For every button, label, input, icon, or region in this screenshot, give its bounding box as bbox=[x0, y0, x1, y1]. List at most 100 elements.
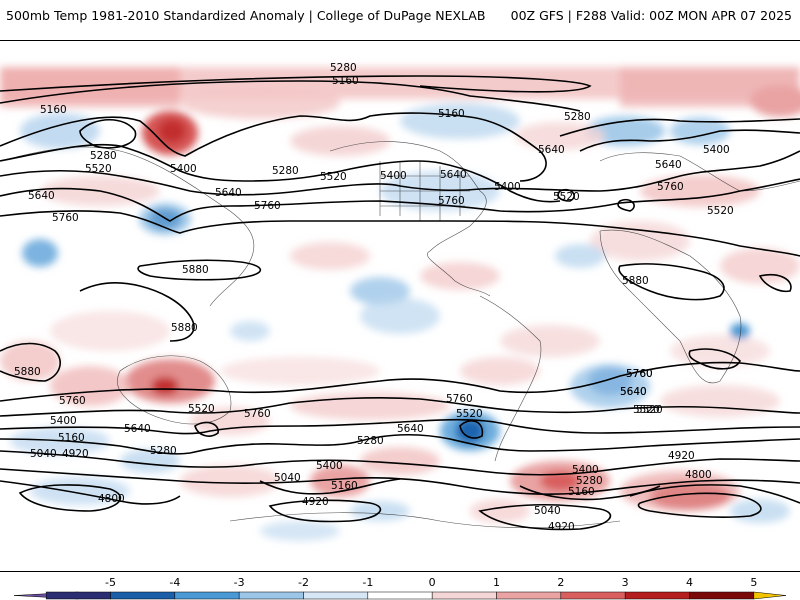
colorbar: -5 -4 -3 -2 -1 0 1 2 3 4 5 bbox=[0, 572, 800, 600]
colorbar-tick-label: 5 bbox=[750, 576, 757, 589]
contour-label: 5160 bbox=[332, 75, 359, 87]
contour-label: 5640 bbox=[538, 144, 565, 156]
contour-label: 5040 bbox=[534, 505, 561, 517]
contour-label: 5280 bbox=[272, 165, 299, 177]
anomaly-shading bbox=[0, 67, 800, 541]
colorbar-swatch bbox=[45, 591, 111, 600]
contour-label: 5520 bbox=[85, 163, 112, 175]
contour-label: 5400 bbox=[380, 170, 407, 182]
contour-label: 5280 bbox=[150, 445, 177, 457]
contour-label: 5760 bbox=[626, 368, 653, 380]
contour-label: 5760 bbox=[626, 368, 653, 380]
contour-label: 5760 bbox=[244, 408, 271, 420]
colorbar-high-extension bbox=[753, 591, 787, 600]
contour-label: 4800 bbox=[98, 493, 125, 505]
contour-label-layer: 5280 5160 5160 5160 5280 5280 5520 5400 … bbox=[14, 62, 734, 533]
contour-label: 5160 bbox=[58, 432, 85, 444]
title-bar: 500mb Temp 1981-2010 Standardized Anomal… bbox=[0, 0, 800, 40]
map-title: 500mb Temp 1981-2010 Standardized Anomal… bbox=[6, 8, 486, 23]
contour-label: 5520 bbox=[320, 171, 347, 183]
contour-label: 5040 bbox=[30, 448, 57, 460]
us-state-lines bbox=[379, 161, 470, 221]
contour-label: 5400 bbox=[703, 144, 730, 156]
contour-label: 5640 bbox=[397, 423, 424, 435]
contour-label: 5400 bbox=[316, 460, 343, 472]
contour-label: 5640 bbox=[28, 190, 55, 202]
contour-label: 5640 bbox=[655, 159, 682, 171]
colorbar-swatch bbox=[110, 591, 176, 600]
contour-label: 5520 bbox=[633, 404, 660, 416]
contour-label: 5520 bbox=[188, 403, 215, 415]
height-contours bbox=[0, 75, 800, 531]
contour-label: 5760 bbox=[657, 181, 684, 193]
contour-label: 5160 bbox=[331, 480, 358, 492]
colorbar-tick-label: -3 bbox=[234, 576, 245, 589]
contour-label: 4920 bbox=[548, 521, 575, 533]
colorbar-swatch bbox=[431, 591, 497, 600]
contour-label: 5280 bbox=[576, 475, 603, 487]
colorbar-swatch bbox=[174, 591, 240, 600]
contour-label: 5640 bbox=[215, 187, 242, 199]
colorbar-swatch bbox=[560, 591, 626, 600]
contour-label: 5160 bbox=[568, 486, 595, 498]
colorbar-swatch bbox=[367, 591, 433, 600]
contour-label: 5160 bbox=[438, 108, 465, 120]
australia-coast bbox=[116, 355, 232, 425]
africa-coast bbox=[599, 229, 742, 384]
colorbar-swatch bbox=[303, 591, 369, 600]
contour-label: 5760 bbox=[446, 393, 473, 405]
colorbar-swatch bbox=[496, 591, 562, 600]
contour-label: 5640 bbox=[620, 386, 647, 398]
contour-label: 5520 bbox=[553, 191, 580, 203]
colorbar-tick-label: 2 bbox=[557, 576, 564, 589]
colorbar-tick-label: 0 bbox=[429, 576, 436, 589]
colorbar-tick-label: -2 bbox=[298, 576, 309, 589]
contour-label: 5880 bbox=[182, 264, 209, 276]
colorbar-graphic: -5 -4 -3 -2 -1 0 1 2 3 4 5 bbox=[13, 576, 787, 600]
contour-label: 5280 bbox=[90, 150, 117, 162]
contour-label: 4920 bbox=[302, 496, 329, 508]
colorbar-swatches bbox=[13, 591, 787, 600]
colorbar-tick-label: -5 bbox=[105, 576, 116, 589]
contour-label: 5640 bbox=[440, 169, 467, 181]
contour-label: 5520 bbox=[636, 404, 663, 416]
colorbar-swatch bbox=[689, 591, 755, 600]
contour-label: 5520 bbox=[456, 408, 483, 420]
contour-label: 5160 bbox=[40, 104, 67, 116]
colorbar-tick-label: -1 bbox=[362, 576, 373, 589]
contour-label: 5760 bbox=[59, 395, 86, 407]
contour-label: 5280 bbox=[564, 111, 591, 123]
europe-coast bbox=[599, 152, 800, 192]
contour-label: 5280 bbox=[357, 435, 384, 447]
north-america-coast bbox=[329, 141, 491, 297]
contour-label: 5040 bbox=[274, 472, 301, 484]
contour-label: 4800 bbox=[685, 469, 712, 481]
antarctica-coast bbox=[229, 512, 621, 529]
contour-label: 5880 bbox=[622, 275, 649, 287]
south-america-coast bbox=[479, 295, 542, 462]
contour-label: 5400 bbox=[170, 163, 197, 175]
colorbar-tick-label: 1 bbox=[493, 576, 500, 589]
colorbar-tick-label: 4 bbox=[686, 576, 693, 589]
contour-label: 5760 bbox=[52, 212, 79, 224]
map-panel: 5280 5160 5160 5160 5280 5280 5520 5400 … bbox=[0, 40, 800, 572]
model-run-info: 00Z GFS | F288 Valid: 00Z MON APR 07 202… bbox=[510, 8, 792, 23]
contour-label: 5880 bbox=[171, 322, 198, 334]
contour-label: 5760 bbox=[438, 195, 465, 207]
colorbar-swatch bbox=[238, 591, 304, 600]
contour-label: 5640 bbox=[620, 386, 647, 398]
contour-label: 5520 bbox=[707, 205, 734, 217]
colorbar-tick-label: 3 bbox=[622, 576, 629, 589]
contour-label: 4920 bbox=[62, 448, 89, 460]
colorbar-tick-labels: -5 -4 -3 -2 -1 0 1 2 3 4 5 bbox=[105, 576, 757, 589]
colorbar-tick-label: -4 bbox=[169, 576, 180, 589]
contour-label: 5760 bbox=[254, 200, 281, 212]
anomaly-map: 5280 5160 5160 5160 5280 5280 5520 5400 … bbox=[0, 62, 800, 541]
contour-label: 4920 bbox=[668, 450, 695, 462]
contour-label: 5640 bbox=[124, 423, 151, 435]
contour-label: 5280 bbox=[330, 62, 357, 74]
colorbar-swatch bbox=[624, 591, 690, 600]
contour-label: 5400 bbox=[494, 181, 521, 193]
contour-label: 5400 bbox=[572, 464, 599, 476]
contour-label: 5400 bbox=[50, 415, 77, 427]
